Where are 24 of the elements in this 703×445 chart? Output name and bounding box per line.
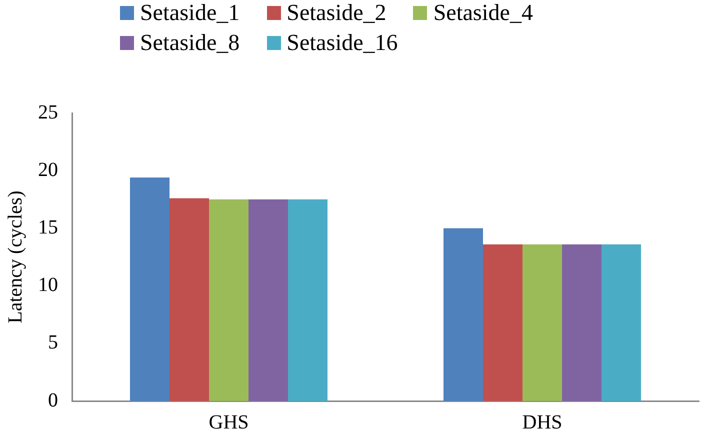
legend-label: Setaside_16 [286, 30, 398, 56]
bar [170, 198, 209, 401]
x-tick-label: DHS [522, 411, 562, 434]
bar [288, 199, 328, 401]
bar [602, 244, 642, 401]
bar [522, 244, 562, 401]
bar [209, 199, 248, 401]
y-tick-label: 0 [48, 389, 58, 412]
bar [130, 178, 170, 401]
y-tick-label: 25 [38, 101, 58, 124]
y-tick-label: 10 [38, 274, 58, 296]
x-tick-label: GHS [208, 411, 249, 434]
bar [483, 244, 522, 401]
y-tick-label: 5 [48, 332, 58, 354]
bar [444, 228, 483, 401]
legend-label: Setaside_4 [433, 0, 533, 26]
y-tick-label: 20 [38, 158, 58, 181]
bar [562, 244, 602, 401]
y-tick-label: 15 [38, 216, 58, 238]
legend-label: Setaside_8 [140, 30, 240, 56]
y-axis-title: Latency (cycles) [4, 190, 26, 324]
legend-label: Setaside_2 [286, 0, 386, 26]
legend-label: Setaside_1 [140, 0, 240, 26]
bar [248, 199, 288, 401]
